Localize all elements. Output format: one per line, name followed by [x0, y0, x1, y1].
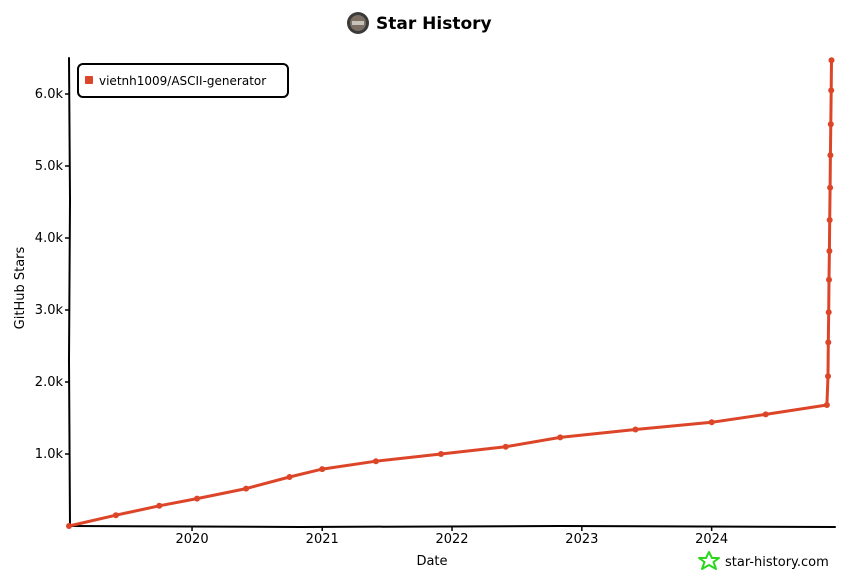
data-point[interactable]	[112, 512, 119, 519]
data-point[interactable]	[828, 57, 835, 64]
axes	[67, 57, 836, 529]
data-point[interactable]	[826, 276, 832, 283]
data-point[interactable]	[66, 523, 72, 529]
data-point[interactable]	[632, 426, 639, 433]
brand[interactable]: star-history.com	[698, 551, 829, 570]
data-point[interactable]	[827, 121, 834, 128]
y-tick-label: 4.0k	[35, 231, 64, 246]
data-point[interactable]	[762, 411, 769, 418]
x-axis-label: Date	[416, 554, 447, 569]
y-axis-line	[67, 57, 72, 528]
y-axis-label: GitHub Stars	[13, 246, 28, 329]
data-point[interactable]	[825, 373, 831, 380]
star-icon	[698, 551, 720, 570]
y-tick-label: 5.0k	[35, 159, 64, 174]
x-axis-line	[68, 524, 836, 529]
y-axis-ticks: 1.0k 2.0k 3.0k 4.0k 5.0k 6.0k	[35, 87, 70, 462]
data-point[interactable]	[708, 419, 715, 426]
data-point[interactable]	[372, 458, 379, 465]
data-point[interactable]	[825, 309, 832, 316]
data-point[interactable]	[194, 495, 200, 502]
data-point[interactable]	[502, 443, 509, 450]
x-tick-label: 2021	[306, 532, 339, 547]
x-tick-label: 2022	[435, 532, 468, 547]
data-point[interactable]	[826, 217, 833, 223]
legend-box	[77, 63, 289, 98]
data-point[interactable]	[826, 248, 833, 254]
brand-text: star-history.com	[725, 555, 829, 570]
data-point[interactable]	[827, 184, 834, 191]
data-point[interactable]	[825, 339, 832, 346]
data-point[interactable]	[243, 485, 250, 492]
data-point[interactable]	[286, 474, 293, 480]
y-tick-label: 3.0k	[35, 303, 64, 318]
series-line	[67, 58, 833, 528]
x-tick-label: 2020	[176, 532, 209, 547]
y-tick-label: 6.0k	[35, 87, 64, 102]
data-point[interactable]	[827, 152, 834, 159]
data-point[interactable]	[156, 502, 163, 509]
legend: vietnh1009/ASCII-generator	[77, 63, 289, 98]
y-tick-label: 2.0k	[35, 375, 64, 390]
x-tick-label: 2023	[565, 532, 598, 547]
chart-title-group: Star History	[347, 12, 492, 34]
legend-item-label: vietnh1009/ASCII-generator	[99, 74, 266, 88]
x-tick-label: 2024	[695, 532, 728, 547]
y-tick-label: 1.0k	[35, 447, 64, 462]
avatar-icon	[347, 12, 369, 34]
data-point[interactable]	[319, 466, 326, 473]
x-axis-ticks: 2020 2021 2022 2023 2024	[176, 526, 728, 547]
data-point[interactable]	[438, 451, 444, 457]
data-point[interactable]	[828, 87, 835, 94]
data-point[interactable]	[823, 402, 830, 408]
data-point[interactable]	[557, 434, 564, 441]
legend-swatch	[85, 76, 93, 84]
series-layer	[66, 57, 835, 529]
chart-title: Star History	[376, 14, 492, 34]
